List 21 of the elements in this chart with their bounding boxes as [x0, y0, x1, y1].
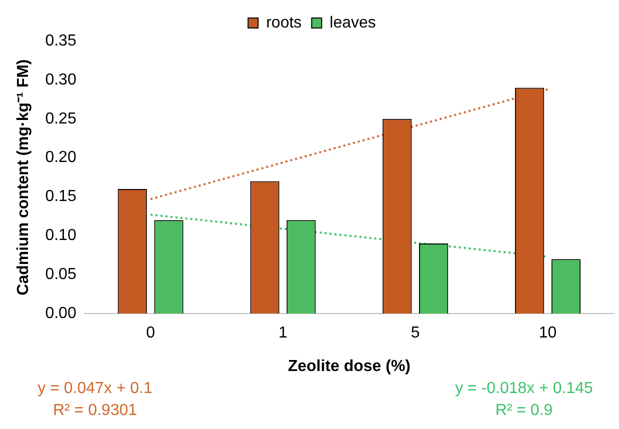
y-tick-label: 0.25	[45, 110, 76, 128]
line-series	[150, 88, 549, 200]
x-tick-label: 5	[410, 324, 420, 342]
y-tick-label: 0.05	[45, 266, 76, 284]
text: y = 0.047x + 0.1	[36, 380, 154, 398]
y-tick-label: 0.35	[45, 32, 76, 50]
legend-label: roots	[266, 14, 302, 32]
y-tick-label: 0.20	[45, 149, 76, 166]
text: R² = 0.9	[494, 402, 554, 420]
y-tick-label: 0.00	[45, 305, 76, 322]
x-tick-label: 10	[538, 324, 557, 342]
x-tick-label: 1	[278, 324, 288, 342]
text: R² = 0.9301	[52, 402, 138, 420]
x-tick-label: 0	[146, 324, 156, 342]
y-tick-label: 0.10	[45, 227, 76, 244]
y-axis-title: Cadmium content (mg·kg⁻¹ FM)	[15, 59, 32, 296]
text: y = -0.018x + 0.145	[454, 380, 594, 398]
y-tick-label: 0.30	[45, 71, 76, 88]
x-axis-title: Zeolite dose (%)	[288, 358, 411, 375]
y-tick-label: 0.15	[45, 188, 76, 206]
legend-label: leaves	[330, 14, 376, 32]
